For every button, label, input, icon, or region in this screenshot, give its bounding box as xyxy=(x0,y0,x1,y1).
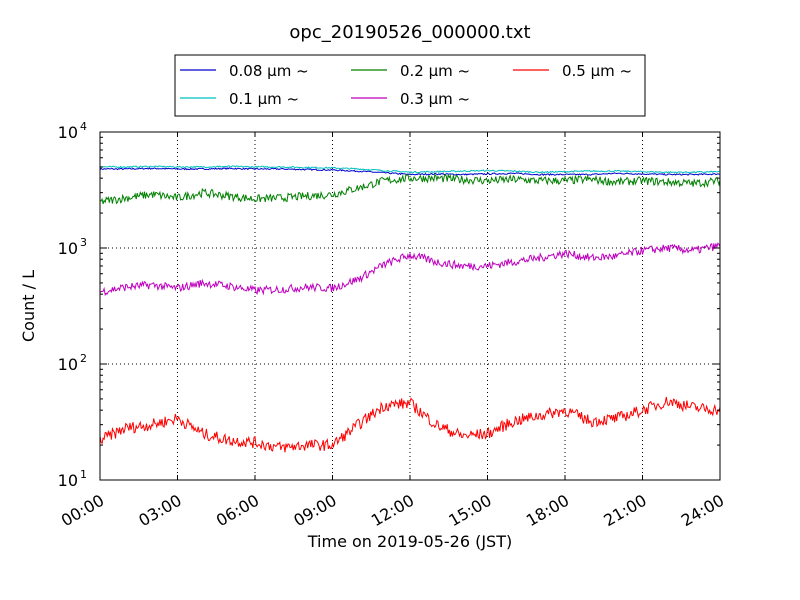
x-tick-label: 15:00 xyxy=(445,491,494,531)
legend-label-1: 0.1 μm ~ xyxy=(229,90,299,108)
series-line-0 xyxy=(99,167,721,176)
y-tick-exponent: 3 xyxy=(80,236,87,249)
series-line-2 xyxy=(99,173,721,205)
y-tick-label: 10 xyxy=(58,123,78,142)
x-tick-label: 06:00 xyxy=(213,491,262,531)
y-tick-label: 10 xyxy=(58,239,78,258)
y-tick-exponent: 2 xyxy=(80,352,87,365)
x-tick-label: 24:00 xyxy=(678,491,727,531)
y-axis-label: Count / L xyxy=(19,270,38,342)
gridlines xyxy=(100,132,720,480)
legend-label-4: 0.5 μm ~ xyxy=(562,62,632,80)
y-tick-label: 10 xyxy=(58,471,78,490)
x-tick-label: 03:00 xyxy=(135,491,184,531)
series-line-3 xyxy=(99,242,721,297)
x-tick-label: 18:00 xyxy=(523,491,572,531)
x-tick-label: 12:00 xyxy=(368,491,417,531)
chart-title: opc_20190526_000000.txt xyxy=(289,22,530,43)
legend: 0.08 μm ~ 0.1 μm ~ 0.2 μm ~ 0.3 μm ~ 0.5 μm … xyxy=(174,54,646,117)
legend-frame xyxy=(174,54,646,117)
legend-label-0: 0.08 μm ~ xyxy=(229,62,309,80)
x-tick-label: 00:00 xyxy=(58,491,107,531)
x-tick-label: 09:00 xyxy=(290,491,339,531)
series-line-4 xyxy=(99,396,721,453)
legend-label-3: 0.3 μm ~ xyxy=(400,90,470,108)
series-lines xyxy=(99,165,721,453)
y-tick-label: 10 xyxy=(58,355,78,374)
series-line-1 xyxy=(99,165,721,174)
y-tick-exponent: 1 xyxy=(80,468,87,481)
y-tick-exponent: 4 xyxy=(80,120,87,133)
legend-label-2: 0.2 μm ~ xyxy=(400,62,470,80)
x-tick-label: 21:00 xyxy=(600,491,649,531)
x-axis-label: Time on 2019-05-26 (JST) xyxy=(307,532,512,551)
x-axis: 00:00 03:00 06:00 09:00 12:00 15:00 18:00 21:00… xyxy=(58,132,727,530)
